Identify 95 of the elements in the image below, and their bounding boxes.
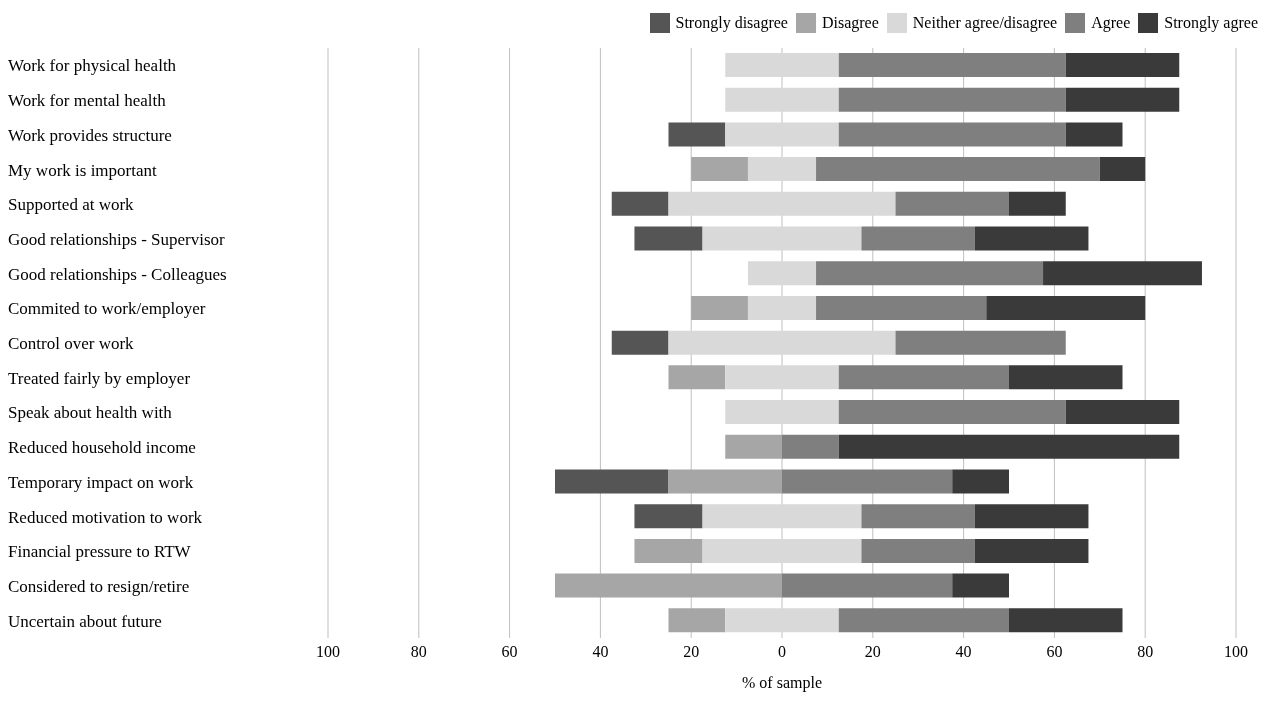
y-tick-label: Financial pressure to RTW [8, 542, 192, 562]
bar [838, 53, 1066, 77]
bar [702, 504, 862, 529]
bar [634, 504, 703, 529]
y-tick-label: Considered to resign/retire [8, 576, 190, 596]
bar [691, 295, 748, 320]
bar [861, 538, 975, 563]
x-tick-label: 20 [683, 643, 700, 661]
bar [782, 434, 839, 459]
bar [838, 87, 1066, 112]
x-tick-label: 40 [955, 643, 972, 661]
bar [974, 538, 1089, 563]
x-tick-label: 60 [501, 643, 518, 661]
y-tick-label: Reduced household income [8, 438, 196, 458]
bar [725, 87, 839, 112]
bar [816, 157, 1100, 182]
bar [555, 469, 669, 494]
bar [747, 295, 817, 320]
y-tick-label: Treated fairly by employer [8, 368, 191, 388]
legend-label: Neither agree/disagree [912, 14, 1058, 32]
bar [725, 608, 839, 633]
y-tick-label: Supported at work [8, 195, 135, 215]
legend-label: Strongly agree [1164, 14, 1258, 32]
y-tick-label: Commited to work/employer [8, 299, 206, 319]
bar [782, 573, 953, 598]
bar [634, 538, 703, 563]
bar [1009, 608, 1123, 633]
y-tick-label: Control over work [8, 334, 135, 354]
bar [861, 226, 975, 251]
y-tick-label: Temporary impact on work [8, 472, 194, 492]
bar [1065, 122, 1123, 147]
x-axis-title: % of sample [742, 674, 822, 692]
legend-label: Disagree [821, 14, 879, 32]
bar [838, 608, 1009, 633]
legend-label: Strongly disagree [675, 14, 788, 32]
y-tick-label: Good relationships - Colleagues [8, 264, 227, 284]
bar [1043, 261, 1202, 286]
y-tick-label: Good relationships - Supervisor [8, 229, 226, 249]
bar [702, 538, 862, 563]
bar [838, 122, 1066, 147]
bar [725, 434, 782, 459]
bar [1065, 53, 1180, 77]
bar [725, 53, 839, 77]
bar [838, 434, 1180, 459]
bar [838, 400, 1066, 425]
y-tick-label: Work provides structure [8, 125, 172, 145]
y-tick-label: Speak about health with [8, 403, 173, 423]
y-tick-label: Uncertain about future [8, 611, 162, 631]
bar [1065, 87, 1180, 112]
x-tick-label: 20 [864, 643, 881, 661]
bar [668, 330, 896, 355]
x-tick-label: 60 [1046, 643, 1063, 661]
bar [611, 191, 669, 216]
bar [782, 469, 953, 494]
bar [725, 400, 839, 425]
bar [668, 122, 726, 147]
bar [1009, 191, 1066, 216]
x-tick-label: 100 [316, 643, 340, 661]
y-tick-label: Work for physical health [8, 56, 177, 76]
bar [952, 469, 1009, 494]
bar [895, 330, 1066, 355]
bar [611, 330, 669, 355]
bar [691, 157, 748, 182]
bar [702, 226, 862, 251]
bar [747, 157, 817, 182]
bar [974, 226, 1089, 251]
x-tick-label: 100 [1224, 643, 1248, 661]
x-tick-label: 40 [592, 643, 609, 661]
bar [1099, 157, 1146, 182]
legend-label: Agree [1091, 14, 1131, 32]
bar [952, 573, 1009, 598]
bar [725, 122, 839, 147]
x-tick-label: 80 [1137, 643, 1154, 661]
bar [974, 504, 1089, 529]
bar [725, 365, 839, 390]
bar [668, 608, 726, 633]
x-tick-label: 0 [778, 643, 786, 661]
bar [895, 191, 1009, 216]
x-tick-label: 80 [410, 643, 427, 661]
y-tick-label: Work for mental health [8, 91, 167, 111]
y-tick-label: Reduced motivation to work [8, 507, 203, 527]
bar [668, 365, 726, 390]
bar [1065, 400, 1180, 425]
bar [816, 295, 987, 320]
bar [668, 469, 782, 494]
bar [861, 504, 975, 529]
bar [747, 261, 817, 286]
bar [816, 261, 1044, 286]
bar [986, 295, 1146, 320]
bar [838, 365, 1009, 390]
bar [668, 191, 896, 216]
y-tick-label: My work is important [8, 160, 158, 180]
bar [1009, 365, 1123, 390]
bar [555, 573, 782, 598]
bar [634, 226, 703, 251]
